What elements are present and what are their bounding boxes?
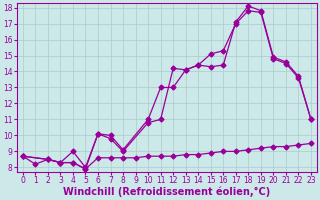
X-axis label: Windchill (Refroidissement éolien,°C): Windchill (Refroidissement éolien,°C) (63, 187, 270, 197)
